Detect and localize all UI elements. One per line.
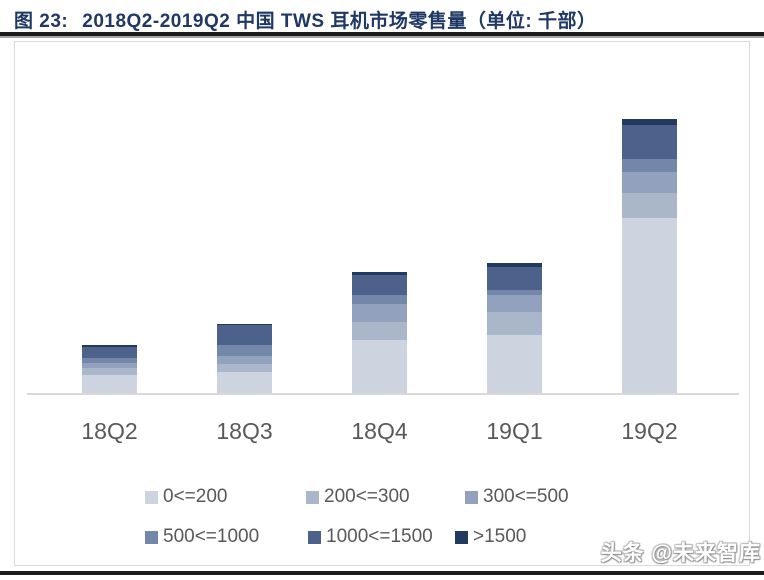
legend-swatch-icon	[308, 530, 321, 544]
x-axis-label-19Q2: 19Q2	[621, 418, 678, 444]
bar-segment-200<=300	[622, 193, 677, 218]
x-axis-line	[27, 393, 739, 395]
bar-segment-500<=1000	[217, 345, 272, 356]
bar-segment->1500	[487, 263, 542, 267]
title-rule-shadow	[0, 36, 764, 38]
figure-label: 图 23:	[14, 11, 69, 32]
bar-segment-500<=1000	[352, 295, 407, 304]
legend-label: 0<=200	[163, 486, 228, 507]
bar-segment-0<=200	[622, 218, 677, 393]
bar-18Q2	[82, 345, 137, 393]
figure-title: 图 23: 2018Q2-2019Q2 中国 TWS 耳机市场零售量（单位: 千部…	[14, 6, 754, 33]
chart-container: 18Q2 18Q3 18Q4 19Q1 19Q2 0<=200 200<=300 300<=…	[14, 41, 750, 566]
legend-item-1000<=1500: 1000<=1500	[308, 526, 433, 547]
bar-segment-500<=1000	[82, 358, 137, 363]
bar-segment-300<=500	[352, 304, 407, 322]
bar-segment-500<=1000	[487, 290, 542, 295]
bar-segment-300<=500	[487, 295, 542, 312]
legend-label: 300<=500	[483, 486, 569, 507]
legend-swatch-icon	[465, 490, 478, 504]
bar-segment-0<=200	[352, 340, 407, 393]
legend-label: 1000<=1500	[326, 526, 433, 547]
bar-segment->1500	[622, 119, 677, 125]
legend-swatch-icon	[455, 530, 468, 544]
legend-swatch-icon	[145, 490, 158, 504]
bar-18Q3	[217, 324, 272, 393]
legend-item-0<=200: 0<=200	[145, 486, 228, 507]
bar-19Q1	[487, 263, 542, 393]
bar-segment->1500	[352, 272, 407, 275]
legend-swatch-icon	[145, 530, 158, 544]
bar-segment-300<=500	[82, 363, 137, 368]
bar-segment-0<=200	[82, 375, 137, 393]
bar-segment-300<=500	[622, 172, 677, 193]
legend-label: 500<=1000	[163, 526, 260, 547]
bar-segment-200<=300	[82, 368, 137, 375]
bar-18Q4	[352, 272, 407, 393]
x-axis-label-18Q2: 18Q2	[81, 418, 138, 444]
legend-item-200<=300: 200<=300	[306, 486, 410, 507]
plot-area: 18Q2 18Q3 18Q4 19Q1 19Q2	[15, 42, 747, 472]
figure-title-text: 2018Q2-2019Q2 中国 TWS 耳机市场零售量（单位: 千部）	[82, 11, 597, 32]
bar-segment-1000<=1500	[622, 125, 677, 159]
legend-label: >1500	[473, 526, 527, 547]
bar-segment-1000<=1500	[82, 347, 137, 358]
x-axis-label-18Q4: 18Q4	[351, 418, 408, 444]
bar-segment-200<=300	[352, 322, 407, 340]
x-axis-label-18Q3: 18Q3	[216, 418, 273, 444]
legend-item-500<=1000: 500<=1000	[145, 526, 260, 547]
legend-swatch-icon	[306, 490, 319, 504]
legend-item-300<=500: 300<=500	[465, 486, 569, 507]
bar-segment-0<=200	[217, 372, 272, 393]
bar-segment-0<=200	[487, 335, 542, 393]
bar-segment->1500	[217, 324, 272, 325]
title-rule	[0, 32, 764, 36]
bar-segment-200<=300	[487, 312, 542, 335]
bar-segment-300<=500	[217, 356, 272, 364]
bar-segment-200<=300	[217, 364, 272, 372]
bottom-rule	[0, 571, 764, 575]
bar-segment-1000<=1500	[352, 275, 407, 295]
bar-segment-500<=1000	[622, 159, 677, 172]
watermark: 头条 @未来智库	[600, 542, 761, 565]
legend-label: 200<=300	[324, 486, 410, 507]
bar-segment-1000<=1500	[487, 267, 542, 290]
legend-item->1500: >1500	[455, 526, 527, 547]
x-axis-label-19Q1: 19Q1	[486, 418, 543, 444]
bar-19Q2	[622, 119, 677, 393]
bar-segment->1500	[82, 345, 137, 347]
bar-segment-1000<=1500	[217, 325, 272, 345]
